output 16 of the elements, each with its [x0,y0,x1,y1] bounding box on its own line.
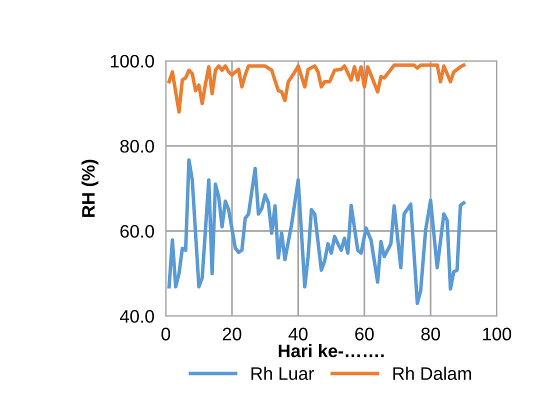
legend-label: Rh Luar [251,366,314,380]
line-series [167,63,466,114]
x-axis-title: Hari ke-……. [278,344,384,358]
y-tick-label: 60.0 [120,224,154,238]
x-tick-label: 20 [222,328,242,340]
line-series [167,158,466,306]
x-tick-label: 60 [355,328,374,340]
legend-label: Rh Dalam [393,366,471,380]
x-tick-label: 80 [421,328,440,340]
y-tick-label: 40.0 [120,310,154,323]
x-tick-label: 0 [161,328,170,340]
y-axis-title: RH (%) [82,160,98,217]
x-tick-label: 40 [288,328,308,340]
y-tick-label: 80.0 [120,140,154,153]
y-tick-label: 100.0 [110,54,154,68]
x-tick-label: 100 [483,328,512,340]
